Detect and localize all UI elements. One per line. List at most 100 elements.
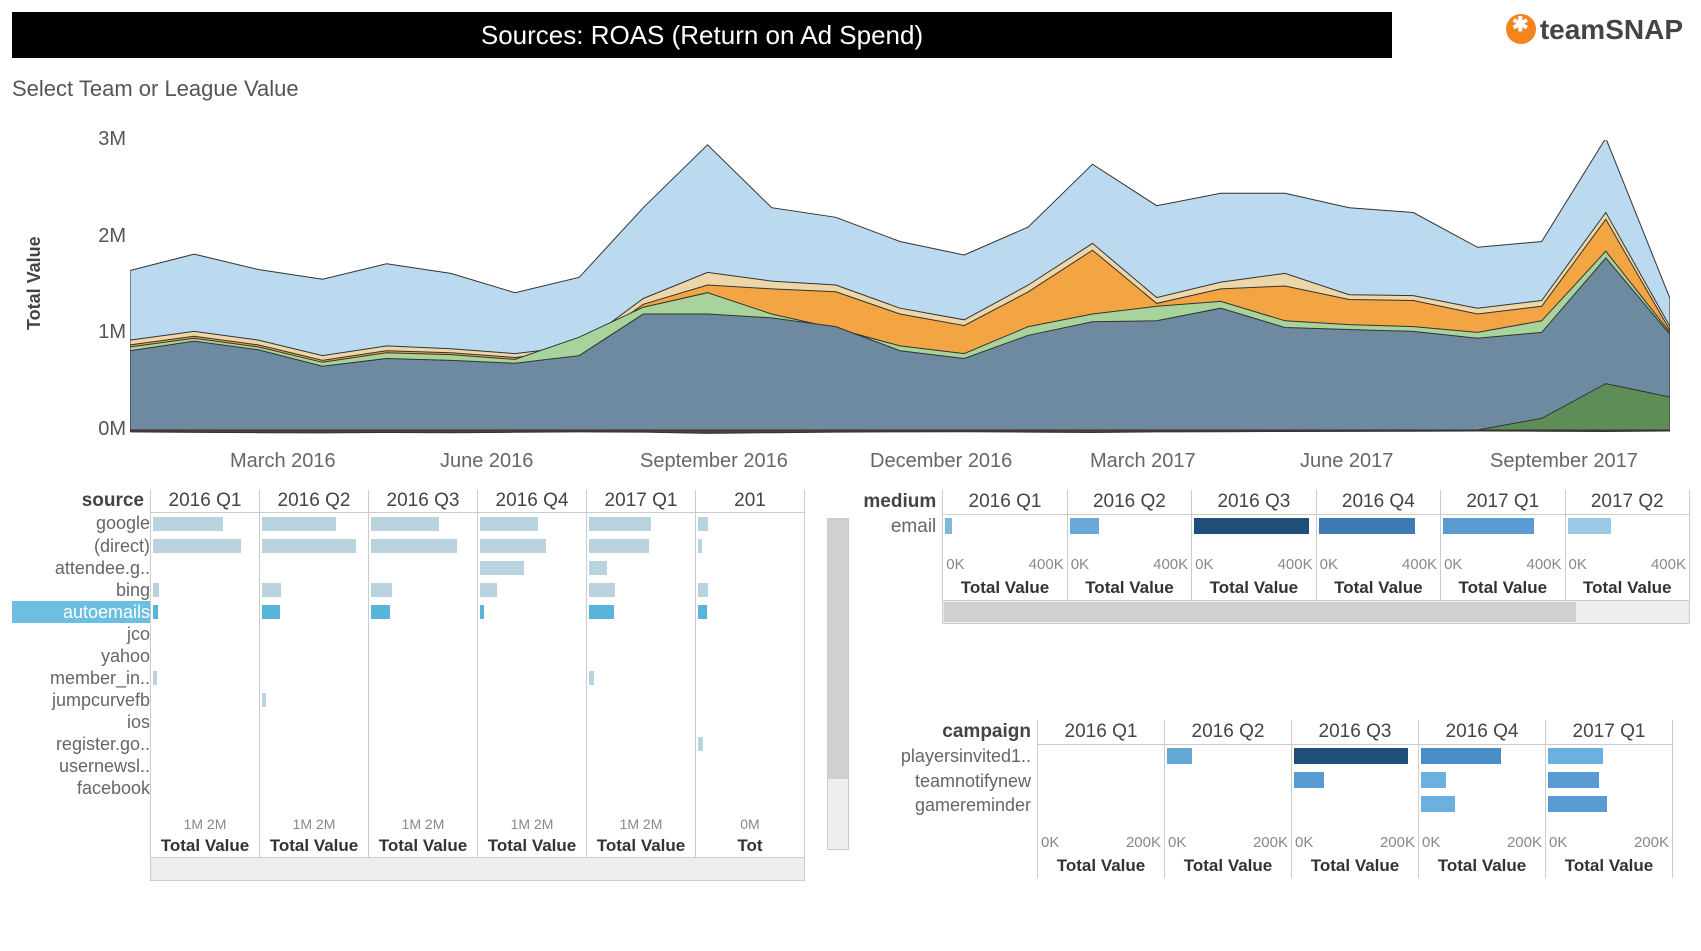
medium-cell[interactable] [1067, 515, 1191, 540]
medium-cell[interactable] [1565, 515, 1689, 540]
source-bar[interactable] [480, 539, 546, 553]
source-cell[interactable] [696, 557, 805, 579]
source-cell[interactable] [151, 733, 260, 755]
medium-col-head[interactable]: 2016 Q4 [1316, 490, 1440, 515]
source-hscrollbar[interactable] [151, 858, 805, 881]
subtitle[interactable]: Select Team or League Value [12, 76, 299, 102]
campaign-bar[interactable] [1294, 772, 1324, 788]
source-row-label[interactable]: ios [12, 711, 151, 733]
source-scroll-thumb[interactable] [828, 519, 848, 779]
source-cell[interactable] [369, 777, 478, 799]
source-cell[interactable] [260, 513, 369, 536]
campaign-bar[interactable] [1167, 748, 1192, 764]
source-bar[interactable] [589, 539, 649, 553]
source-cell[interactable] [260, 755, 369, 777]
area-series-s6[interactable] [130, 430, 1670, 433]
source-cell[interactable] [696, 733, 805, 755]
campaign-cell[interactable] [1419, 745, 1546, 770]
source-cell[interactable] [587, 601, 696, 623]
source-cell[interactable] [478, 711, 587, 733]
campaign-cell[interactable] [1546, 745, 1673, 770]
source-cell[interactable] [151, 579, 260, 601]
source-cell[interactable] [151, 513, 260, 536]
source-bar[interactable] [589, 517, 651, 531]
medium-hscrollbar[interactable] [943, 601, 1690, 624]
source-cell[interactable] [151, 557, 260, 579]
source-cell[interactable] [151, 755, 260, 777]
source-bar[interactable] [480, 561, 524, 575]
campaign-cell[interactable] [1546, 769, 1673, 793]
source-cell[interactable] [260, 733, 369, 755]
source-bar[interactable] [589, 605, 614, 619]
source-bar[interactable] [480, 583, 497, 597]
medium-col-head[interactable]: 2017 Q2 [1565, 490, 1689, 515]
source-cell[interactable] [587, 579, 696, 601]
source-cell[interactable] [587, 667, 696, 689]
source-row-label[interactable]: attendee.g.. [12, 557, 151, 579]
source-bar[interactable] [698, 737, 703, 751]
source-cell[interactable] [151, 601, 260, 623]
source-cell[interactable] [369, 535, 478, 557]
source-cell[interactable] [696, 601, 805, 623]
source-bar[interactable] [589, 671, 594, 685]
campaign-cell[interactable] [1419, 793, 1546, 817]
campaign-cell[interactable] [1038, 745, 1165, 770]
campaign-bar[interactable] [1548, 796, 1607, 812]
source-cell[interactable] [369, 689, 478, 711]
campaign-cell[interactable] [1165, 793, 1292, 817]
source-cell[interactable] [478, 755, 587, 777]
campaign-cell[interactable] [1292, 769, 1419, 793]
medium-cell[interactable] [1316, 515, 1440, 540]
source-cell[interactable] [478, 689, 587, 711]
source-row-label[interactable]: member_in.. [12, 667, 151, 689]
medium-col-head[interactable]: 2016 Q1 [943, 490, 1067, 515]
source-bar[interactable] [371, 605, 390, 619]
source-bar[interactable] [262, 605, 280, 619]
source-cell[interactable] [151, 645, 260, 667]
source-cell[interactable] [369, 513, 478, 536]
area-chart[interactable] [130, 140, 1670, 440]
source-cell[interactable] [151, 623, 260, 645]
medium-row-label[interactable]: email [850, 515, 943, 540]
source-cell[interactable] [151, 689, 260, 711]
source-cell[interactable] [369, 601, 478, 623]
source-bar[interactable] [698, 517, 708, 531]
source-col-head[interactable]: 2017 Q1 [587, 490, 696, 513]
source-bar[interactable] [698, 539, 702, 553]
source-cell[interactable] [587, 623, 696, 645]
source-col-head[interactable]: 2016 Q3 [369, 490, 478, 513]
medium-cell[interactable] [943, 515, 1067, 540]
source-cell[interactable] [696, 777, 805, 799]
source-bar[interactable] [698, 605, 707, 619]
source-cell[interactable] [696, 711, 805, 733]
source-bar[interactable] [698, 583, 708, 597]
medium-cell[interactable] [1441, 515, 1565, 540]
source-bar[interactable] [371, 583, 392, 597]
source-col-head[interactable]: 2016 Q2 [260, 490, 369, 513]
medium-scroll-thumb[interactable] [944, 602, 1576, 622]
source-cell[interactable] [260, 535, 369, 557]
source-cell[interactable] [369, 711, 478, 733]
source-cell[interactable] [696, 513, 805, 536]
source-bar[interactable] [262, 539, 356, 553]
source-cell[interactable] [369, 733, 478, 755]
source-cell[interactable] [587, 689, 696, 711]
campaign-col-head[interactable]: 2017 Q1 [1546, 720, 1673, 745]
source-row-label[interactable]: jco [12, 623, 151, 645]
source-cell[interactable] [260, 777, 369, 799]
source-bar[interactable] [480, 605, 484, 619]
source-cell[interactable] [587, 777, 696, 799]
campaign-row-label[interactable]: playersinvited1.. [850, 745, 1038, 770]
source-col-head[interactable]: 2016 Q4 [478, 490, 587, 513]
source-cell[interactable] [151, 535, 260, 557]
source-row-label[interactable]: register.go.. [12, 733, 151, 755]
source-col-head[interactable]: 2016 Q1 [151, 490, 260, 513]
medium-bar[interactable] [1443, 518, 1534, 534]
source-cell[interactable] [478, 535, 587, 557]
source-cell[interactable] [696, 755, 805, 777]
source-cell[interactable] [587, 513, 696, 536]
source-bar[interactable] [153, 539, 241, 553]
source-cell[interactable] [587, 755, 696, 777]
medium-bar[interactable] [1568, 518, 1611, 534]
source-cell[interactable] [260, 667, 369, 689]
